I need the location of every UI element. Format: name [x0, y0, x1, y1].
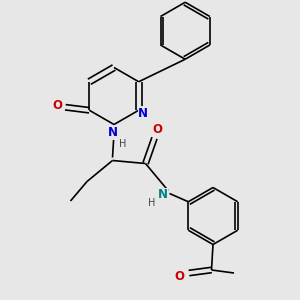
Text: N: N: [107, 126, 118, 140]
Text: O: O: [52, 99, 62, 112]
Text: N: N: [138, 107, 148, 120]
Text: O: O: [152, 122, 163, 136]
Text: O: O: [174, 269, 184, 283]
Text: H: H: [119, 139, 127, 149]
Text: N: N: [158, 188, 168, 202]
Text: H: H: [148, 197, 155, 208]
